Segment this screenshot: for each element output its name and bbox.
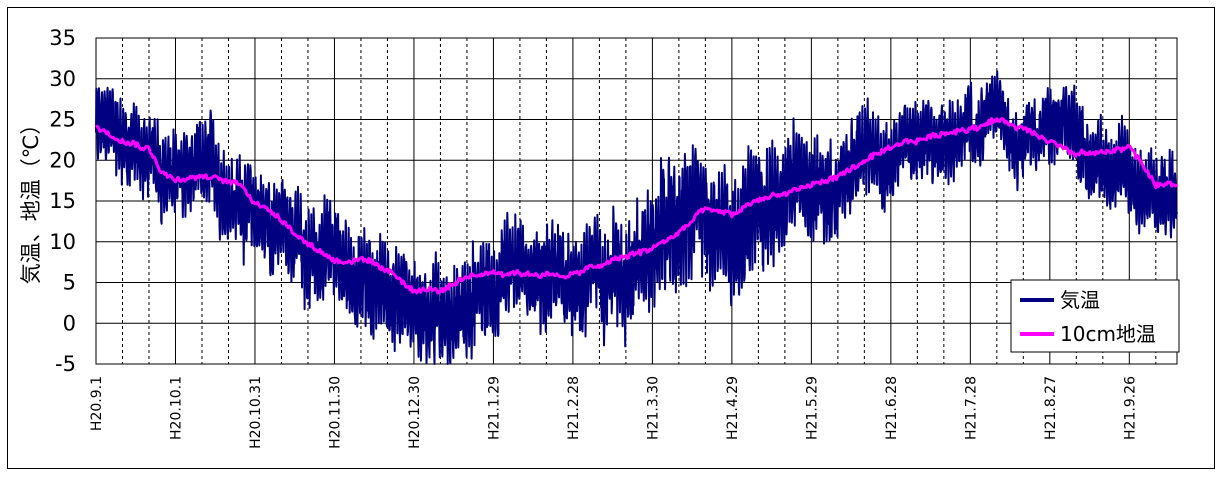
x-tick-label: H21.2.28 — [566, 376, 582, 440]
x-tick-label: H20.9.1 — [89, 376, 105, 431]
y-tick-label: 5 — [63, 271, 76, 295]
x-tick-label: H21.3.30 — [645, 376, 661, 440]
x-tick-label: H20.12.30 — [407, 376, 423, 449]
y-tick-label: -5 — [55, 352, 76, 376]
legend-box — [1010, 279, 1180, 353]
series-line-soil-temp — [95, 117, 1179, 295]
x-tick-label: H21.4.29 — [725, 376, 741, 440]
x-tick-label: H21.9.26 — [1122, 376, 1138, 440]
y-tick-label: 0 — [63, 311, 76, 335]
y-tick-label: 20 — [49, 148, 76, 172]
y-axis-label: 気温、地温（℃） — [19, 114, 43, 285]
legend-label-air-temp: 気温 — [1060, 288, 1100, 312]
y-tick-label: 10 — [49, 230, 76, 254]
x-tick-label: H21.1.29 — [486, 376, 502, 440]
y-tick-label: 35 — [49, 26, 76, 50]
y-tick-label: 30 — [49, 67, 76, 91]
x-tick-label: H21.8.27 — [1043, 376, 1059, 440]
chart-frame: -5 0 5 10 15 20 25 30 35 H20.9.1 H20.10.1 H20.10.3… — [7, 7, 1215, 469]
line-chart: -5 0 5 10 15 20 25 30 35 H20.9.1 H20.10.1 H20.10.3… — [19, 26, 1180, 449]
x-tick-label: H21.7.28 — [963, 376, 979, 440]
x-tick-label: H21.6.28 — [884, 376, 900, 440]
x-tick-label: H20.11.30 — [327, 376, 343, 449]
series-line-air-temp — [95, 70, 1178, 365]
x-tick-label: H20.10.1 — [168, 376, 184, 440]
y-tick-label: 15 — [49, 189, 76, 213]
y-tick-label: 25 — [49, 108, 76, 132]
legend: 気温 10cm地温 — [1010, 279, 1180, 353]
x-tick-label: H21.5.29 — [804, 376, 820, 440]
legend-label-soil-temp: 10cm地温 — [1060, 322, 1156, 346]
x-tick-label: H20.10.31 — [248, 376, 264, 449]
